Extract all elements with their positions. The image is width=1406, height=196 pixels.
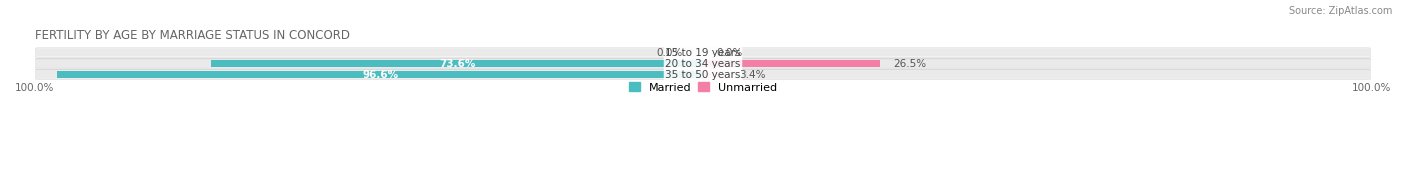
Bar — [703, 49, 1371, 56]
Bar — [35, 60, 703, 67]
Bar — [703, 71, 725, 78]
Text: 15 to 19 years: 15 to 19 years — [665, 48, 741, 58]
Bar — [35, 71, 703, 78]
Text: 35 to 50 years: 35 to 50 years — [665, 70, 741, 80]
Bar — [703, 71, 1371, 78]
Text: 20 to 34 years: 20 to 34 years — [665, 59, 741, 69]
FancyBboxPatch shape — [35, 48, 1371, 57]
FancyBboxPatch shape — [35, 70, 1371, 79]
Text: 26.5%: 26.5% — [893, 59, 927, 69]
Text: Source: ZipAtlas.com: Source: ZipAtlas.com — [1288, 6, 1392, 16]
Bar — [703, 60, 880, 67]
Legend: Married, Unmarried: Married, Unmarried — [630, 82, 776, 93]
Text: 73.6%: 73.6% — [439, 59, 475, 69]
Bar — [35, 49, 703, 56]
Text: 0.0%: 0.0% — [717, 48, 742, 58]
Text: 96.6%: 96.6% — [363, 70, 398, 80]
FancyBboxPatch shape — [35, 59, 1371, 68]
Bar — [58, 71, 703, 78]
Text: 3.4%: 3.4% — [740, 70, 766, 80]
Text: 0.0%: 0.0% — [657, 48, 683, 58]
Bar — [211, 60, 703, 67]
Text: FERTILITY BY AGE BY MARRIAGE STATUS IN CONCORD: FERTILITY BY AGE BY MARRIAGE STATUS IN C… — [35, 29, 350, 42]
Bar — [703, 60, 1371, 67]
